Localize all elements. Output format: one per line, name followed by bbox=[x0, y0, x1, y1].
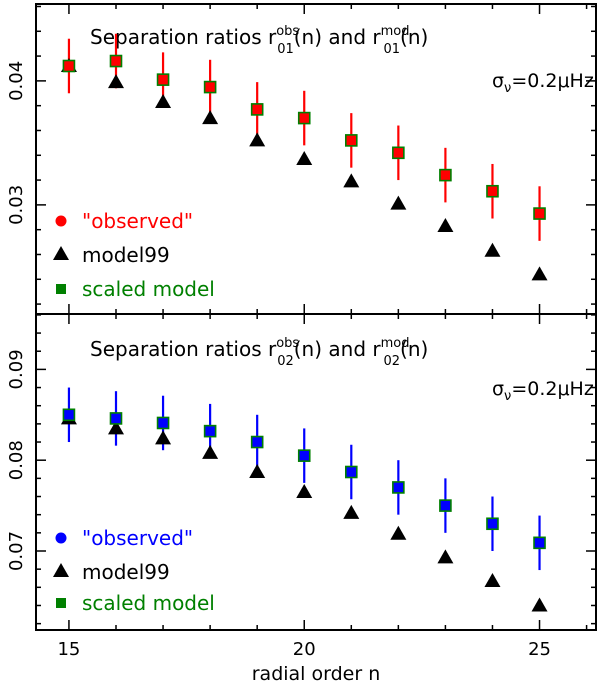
model99-point bbox=[155, 430, 172, 445]
scaled-model-point bbox=[250, 435, 264, 449]
scaled-model-point bbox=[439, 168, 452, 182]
model99-point bbox=[390, 195, 407, 210]
observed-point bbox=[486, 518, 498, 530]
model99-point bbox=[484, 572, 501, 587]
observed-point bbox=[534, 208, 546, 220]
panel-r02: Separation ratios robs 02(n) and rmod 02(n… bbox=[6, 313, 597, 660]
scaled-model-point bbox=[439, 499, 452, 512]
scaled-model-point bbox=[486, 517, 499, 531]
observed-point bbox=[63, 409, 75, 421]
model99-point bbox=[296, 483, 313, 498]
y-tick-label: 0.08 bbox=[6, 440, 27, 480]
observed-point bbox=[63, 60, 75, 72]
model99-point bbox=[484, 242, 501, 257]
panel-title: Separation ratios robs 01(n) and rmod 01(n… bbox=[90, 24, 428, 57]
observed-point bbox=[251, 436, 263, 448]
legend: "observed" model99 scaled model bbox=[53, 209, 215, 301]
observed-point bbox=[298, 112, 310, 124]
legend: "observed" model99 scaled model bbox=[53, 526, 215, 615]
model99-point bbox=[296, 151, 313, 165]
legend-scaled-model-marker bbox=[56, 284, 66, 294]
observed-point bbox=[110, 55, 122, 67]
observed-point bbox=[439, 500, 451, 512]
scaled-model-point bbox=[344, 465, 358, 479]
scaled-model-point bbox=[203, 424, 217, 438]
observed-point bbox=[157, 74, 169, 86]
sigma-annotation: σν=0.2μHz bbox=[492, 378, 594, 404]
scaled-model-point bbox=[156, 416, 170, 430]
legend-scaled-model-marker bbox=[56, 598, 66, 608]
legend-model99-label: model99 bbox=[82, 560, 170, 584]
legend-observed-marker bbox=[55, 532, 67, 544]
scaled-model-point bbox=[62, 59, 76, 73]
scaled-model-point bbox=[109, 54, 123, 68]
observed-point bbox=[204, 81, 216, 93]
scaled-model-point bbox=[486, 184, 499, 198]
scaled-model-point bbox=[109, 412, 123, 425]
legend-scaled-model-label: scaled model bbox=[82, 591, 215, 615]
panel-title: Separation ratios robs 02(n) and rmod 02(n… bbox=[90, 336, 428, 369]
observed-point bbox=[392, 147, 404, 159]
model99-point bbox=[108, 420, 124, 435]
scaled-model-point bbox=[533, 207, 546, 220]
model99-point bbox=[249, 132, 266, 147]
model99-point bbox=[343, 504, 360, 519]
sigma-annotation: σν=0.2μHz bbox=[492, 70, 594, 96]
x-tick-label: 20 bbox=[293, 639, 316, 660]
plot-frame bbox=[35, 3, 597, 315]
legend-observed-label: "observed" bbox=[82, 209, 193, 233]
scaled-model-point bbox=[250, 103, 264, 116]
observed-point bbox=[110, 412, 122, 424]
legend-model99-marker bbox=[53, 246, 69, 260]
model99-point bbox=[531, 266, 548, 281]
observed-point bbox=[298, 450, 310, 462]
model99-point bbox=[155, 93, 172, 108]
x-axis-label: radial order n bbox=[252, 663, 381, 685]
scaled-model-point bbox=[297, 449, 311, 462]
observed-point bbox=[534, 537, 546, 549]
observed-point bbox=[204, 425, 216, 437]
model99-point bbox=[108, 74, 124, 89]
observed-point bbox=[486, 185, 498, 197]
y-tick-label: 0.09 bbox=[6, 349, 27, 389]
observed-point bbox=[345, 466, 357, 478]
scaled-model-point bbox=[392, 481, 405, 494]
model99-point bbox=[343, 173, 360, 188]
y-tick-label: 0.03 bbox=[6, 185, 27, 225]
legend-model99-label: model99 bbox=[82, 243, 170, 267]
y-tick-label: 0.04 bbox=[6, 61, 27, 101]
x-tick-label: 15 bbox=[57, 639, 80, 660]
model99-point bbox=[437, 217, 454, 232]
plot-frame bbox=[35, 313, 597, 631]
legend-observed-marker bbox=[55, 215, 67, 227]
scaled-model-point bbox=[392, 146, 405, 160]
legend-observed-label: "observed" bbox=[82, 526, 193, 550]
observed-point bbox=[392, 481, 404, 493]
model99-point bbox=[202, 444, 219, 459]
x-tick-label: 25 bbox=[528, 639, 551, 660]
model99-point bbox=[437, 549, 454, 564]
scaled-model-point bbox=[344, 134, 358, 147]
scaled-model-point bbox=[533, 536, 546, 550]
panel-r01: Separation ratios robs 01(n) and rmod 01(n… bbox=[6, 3, 597, 315]
legend-scaled-model-label: scaled model bbox=[82, 277, 215, 301]
observed-point bbox=[157, 417, 169, 429]
observed-point bbox=[345, 134, 357, 146]
observed-point bbox=[251, 103, 263, 115]
model99-point bbox=[249, 464, 266, 478]
scaled-model-point bbox=[62, 408, 76, 422]
legend-model99-marker bbox=[53, 563, 69, 577]
observed-point bbox=[439, 169, 451, 181]
model99-point bbox=[531, 597, 548, 612]
scaled-model-point bbox=[297, 111, 311, 125]
y-tick-label: 0.07 bbox=[6, 531, 27, 571]
scaled-model-point bbox=[156, 73, 170, 86]
model99-point bbox=[202, 110, 219, 125]
scaled-model-point bbox=[203, 80, 217, 94]
model99-point bbox=[390, 525, 407, 540]
